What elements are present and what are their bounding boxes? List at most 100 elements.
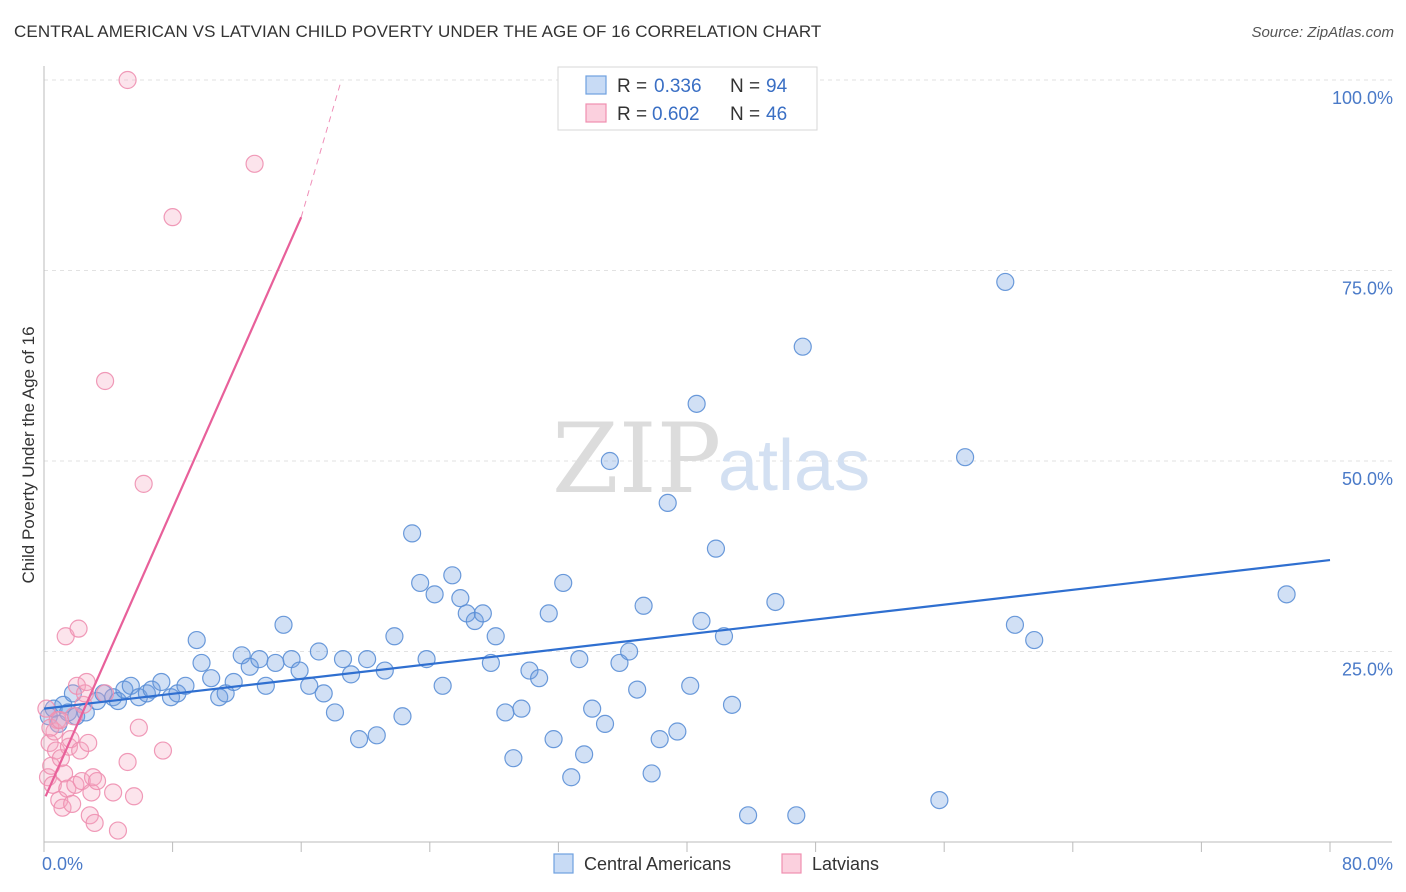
data-point — [539, 604, 558, 623]
x-tick-label-0: 0.0% — [42, 854, 83, 874]
data-point — [87, 771, 107, 791]
legend-n-value-latvians: 46 — [766, 104, 787, 125]
data-point — [63, 794, 82, 814]
data-point — [496, 703, 515, 722]
correlation-legend: R = 0.336 N = 94 R = 0.602 N = 46 — [557, 66, 818, 131]
data-point — [628, 680, 647, 699]
data-point — [266, 653, 285, 673]
legend-r-label: R = — [617, 76, 647, 97]
data-point — [554, 573, 573, 593]
data-point — [50, 710, 70, 730]
bottom-legend-swatch-central-americans — [553, 853, 574, 874]
legend-n-value-central-americans: 94 — [766, 76, 788, 97]
trend-line-extension-latvians — [300, 79, 342, 218]
data-point — [104, 783, 123, 802]
watermark-zip: ZIP — [552, 403, 721, 515]
data-point — [1005, 615, 1025, 634]
data-point — [486, 627, 505, 646]
data-point — [642, 764, 661, 783]
data-point — [692, 611, 711, 631]
legend-swatch-latvians — [585, 103, 607, 123]
trend-lines — [43, 79, 1331, 797]
watermark-atlas: atlas — [718, 426, 870, 506]
data-point — [290, 661, 309, 680]
data-point — [367, 726, 386, 745]
data-point — [129, 718, 148, 737]
data-point — [706, 539, 726, 558]
bottom-legend-latvians: Latvians — [812, 854, 879, 874]
legend-n-label: N = — [730, 76, 760, 97]
data-point — [504, 749, 523, 768]
y-axis-label: Child Poverty Under the Age of 16 — [19, 326, 38, 583]
data-point — [108, 821, 128, 840]
chart-title: CENTRAL AMERICAN VS LATVIAN CHILD POVERT… — [14, 22, 822, 41]
data-point — [393, 707, 412, 726]
data-point — [118, 752, 137, 772]
series-central-americans — [39, 272, 1296, 825]
data-point — [595, 714, 615, 733]
y-tick-label-0: 25.0% — [1342, 660, 1393, 680]
trend-line-central-americans — [43, 558, 1331, 710]
data-point — [325, 703, 345, 722]
data-point — [176, 676, 195, 695]
data-point — [583, 699, 602, 718]
source-label: Source: ZipAtlas.com — [1251, 24, 1394, 41]
data-point — [650, 730, 669, 749]
data-point — [95, 371, 115, 391]
trend-line-latvians — [44, 216, 303, 797]
data-point — [250, 650, 269, 669]
data-point — [152, 672, 171, 692]
bottom-legend-swatch-latvians — [781, 853, 802, 874]
data-point — [79, 733, 98, 753]
data-point — [53, 798, 72, 817]
data-point — [256, 676, 275, 695]
data-point — [512, 699, 531, 718]
legend-r-value-latvians: 0.602 — [652, 104, 700, 125]
y-tick-label-2: 75.0% — [1342, 279, 1393, 299]
data-point — [530, 669, 549, 688]
data-point — [411, 573, 430, 593]
data-point — [473, 604, 492, 623]
data-point — [955, 448, 975, 467]
data-point — [658, 493, 677, 513]
data-point — [95, 684, 115, 703]
data-point — [722, 695, 742, 714]
data-point — [240, 657, 259, 676]
data-point — [69, 619, 88, 638]
x-tick-label-1: 80.0% — [1342, 854, 1393, 874]
data-point — [766, 592, 785, 612]
data-point — [163, 208, 182, 227]
data-point — [1277, 585, 1296, 604]
data-point — [687, 394, 706, 413]
data-point — [134, 474, 153, 493]
data-point — [520, 661, 539, 680]
data-point — [124, 787, 144, 806]
data-point — [40, 733, 59, 753]
series-legend: Central Americans Latvians — [553, 853, 879, 874]
data-point — [562, 768, 581, 787]
grid-lines — [44, 79, 1392, 652]
data-point — [314, 684, 333, 703]
axes — [43, 66, 1392, 852]
data-point — [349, 730, 369, 749]
data-point — [793, 337, 812, 356]
legend-n-label: N = — [730, 104, 760, 125]
data-point — [481, 653, 500, 673]
data-point — [1025, 630, 1044, 650]
data-point — [358, 650, 377, 669]
data-point — [620, 642, 639, 661]
data-point — [787, 806, 806, 825]
data-point — [433, 676, 452, 695]
data-point — [600, 451, 619, 471]
data-point — [82, 783, 101, 802]
data-point — [634, 596, 653, 615]
legend-r-label: R = — [617, 104, 647, 125]
data-point — [153, 741, 173, 760]
data-point — [385, 627, 404, 646]
data-point — [274, 615, 293, 634]
data-point — [85, 813, 104, 833]
data-point — [333, 650, 353, 669]
data-point — [403, 524, 422, 543]
data-point — [245, 154, 264, 173]
